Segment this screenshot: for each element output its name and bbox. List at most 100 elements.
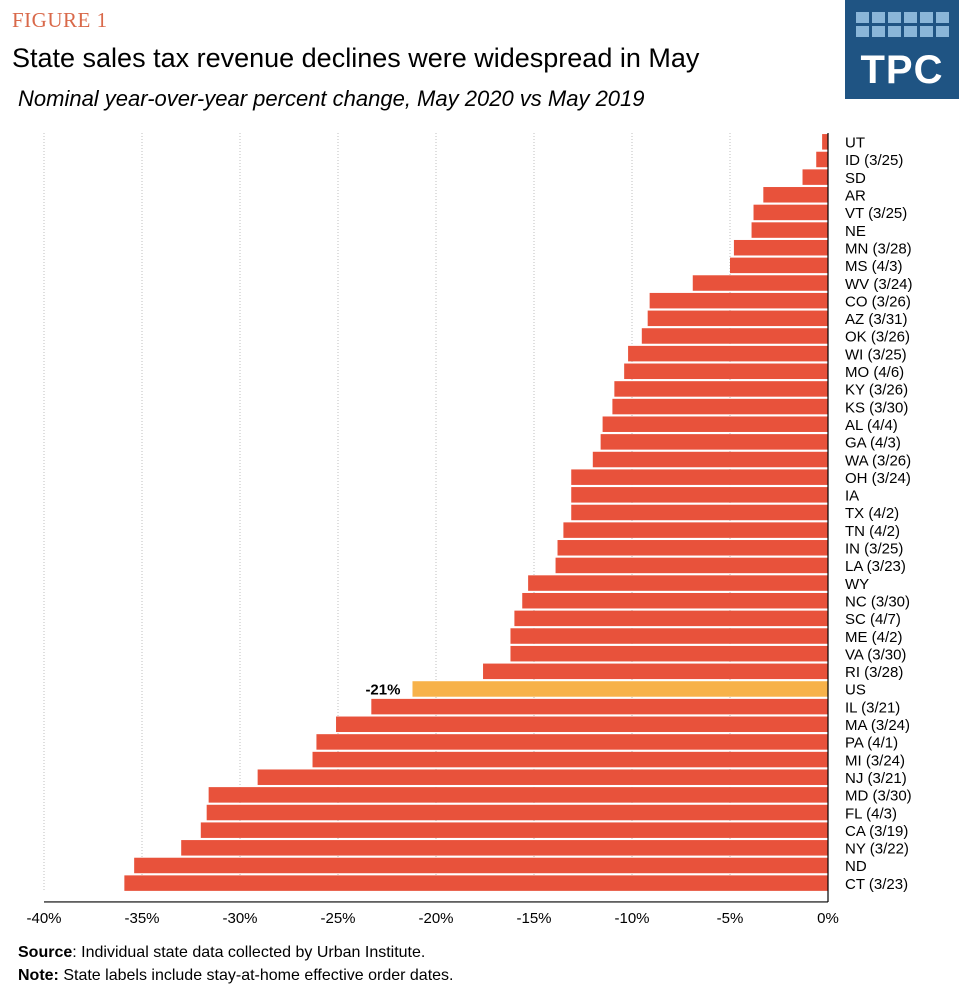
category-label: NC (3/30): [845, 593, 910, 610]
data-label: -21%: [365, 682, 400, 699]
category-label: KY (3/26): [845, 382, 908, 399]
bar: [753, 204, 828, 221]
bar: [763, 187, 828, 203]
category-label: IL (3/21): [845, 699, 900, 716]
bar: [751, 222, 828, 238]
logo-grid-icon: [856, 12, 949, 37]
x-tick-label: -40%: [26, 910, 61, 927]
category-label: WY: [845, 576, 869, 593]
category-label: MD (3/30): [845, 788, 912, 805]
category-label: OK (3/26): [845, 329, 910, 346]
note-label: Note:: [18, 967, 59, 984]
category-label: ME (4/2): [845, 629, 903, 646]
bar: [628, 345, 828, 362]
category-label: IN (3/25): [845, 541, 903, 558]
bar: [816, 151, 828, 168]
bar: [563, 522, 828, 538]
bar: [571, 487, 828, 503]
category-label: SD: [845, 170, 866, 187]
note-text: State labels include stay-at-home effect…: [58, 967, 454, 984]
bar: [649, 292, 828, 309]
category-label: FL (4/3): [845, 805, 897, 822]
bar: [181, 840, 828, 856]
bar: [557, 540, 828, 556]
category-label: OH (3/24): [845, 470, 911, 487]
bar: [602, 416, 828, 432]
category-label: US: [845, 682, 866, 699]
category-label: MS (4/3): [845, 258, 903, 275]
category-label: SC (4/7): [845, 611, 901, 628]
category-label: NY (3/22): [845, 841, 909, 858]
figure-label: FIGURE 1: [12, 8, 108, 32]
bar: [124, 875, 829, 891]
chart-subtitle: Nominal year-over-year percent change, M…: [18, 86, 645, 111]
bar: [600, 434, 828, 450]
bar: [336, 716, 828, 733]
x-tick-label: -20%: [418, 910, 453, 927]
category-label: MA (3/24): [845, 717, 910, 734]
bar: [312, 751, 828, 768]
category-label: GA (4/3): [845, 435, 901, 452]
category-label: VT (3/25): [845, 205, 907, 222]
category-label: MO (4/6): [845, 364, 904, 381]
bar: [412, 681, 828, 697]
x-tick-label: 0%: [817, 910, 839, 927]
bar: [571, 504, 828, 521]
logo-text: TPC: [860, 48, 944, 92]
bar: [510, 628, 828, 644]
category-label: ID (3/25): [845, 152, 903, 169]
category-label: PA (4/1): [845, 735, 898, 752]
x-tick-label: -35%: [124, 910, 159, 927]
category-label: TN (4/2): [845, 523, 900, 540]
x-tick-label: -5%: [717, 910, 744, 927]
bar: [802, 169, 828, 185]
category-label: CO (3/26): [845, 293, 911, 310]
bar: [316, 734, 828, 750]
category-label: LA (3/23): [845, 558, 906, 575]
bar: [612, 398, 828, 415]
bar: [692, 275, 828, 291]
category-label: NE: [845, 223, 866, 240]
bar: [592, 451, 828, 468]
bar: [134, 857, 828, 874]
bar: [614, 381, 828, 397]
category-label: NJ (3/21): [845, 770, 907, 787]
x-tick-label: -15%: [516, 910, 551, 927]
category-label: TX (4/2): [845, 505, 899, 522]
category-label: MI (3/24): [845, 752, 905, 769]
category-label: IA: [845, 488, 859, 505]
category-label: RI (3/28): [845, 664, 903, 681]
x-tick-label: -10%: [614, 910, 649, 927]
bar: [206, 804, 828, 821]
x-tick-label: -30%: [222, 910, 257, 927]
category-label: WA (3/26): [845, 452, 911, 469]
bar: [641, 328, 828, 344]
bar: [733, 239, 828, 256]
category-label: WV (3/24): [845, 276, 913, 293]
bar: [555, 557, 828, 574]
bar: [510, 645, 828, 662]
bar: [522, 592, 828, 609]
source-text: : Individual state data collected by Urb…: [72, 944, 426, 961]
category-label: CA (3/19): [845, 823, 908, 840]
bar: [200, 822, 829, 838]
category-label: UT: [845, 135, 865, 152]
source-label: Source: [18, 944, 73, 961]
bar: [483, 663, 828, 680]
chart-title: State sales tax revenue declines were wi…: [12, 43, 700, 73]
category-label: WI (3/25): [845, 346, 907, 363]
bar: [514, 610, 828, 627]
category-label: VA (3/30): [845, 646, 906, 663]
category-label: CT (3/23): [845, 876, 908, 893]
source-footnote: Source: Individual state data collected …: [18, 944, 425, 962]
category-label: AR: [845, 188, 866, 205]
bar: [257, 769, 828, 785]
bar: [730, 257, 828, 274]
category-label: AZ (3/31): [845, 311, 908, 328]
category-label: MN (3/28): [845, 240, 912, 257]
bar: [822, 134, 828, 150]
bar: [208, 787, 828, 803]
bar: [528, 575, 828, 591]
bar: [647, 310, 828, 327]
